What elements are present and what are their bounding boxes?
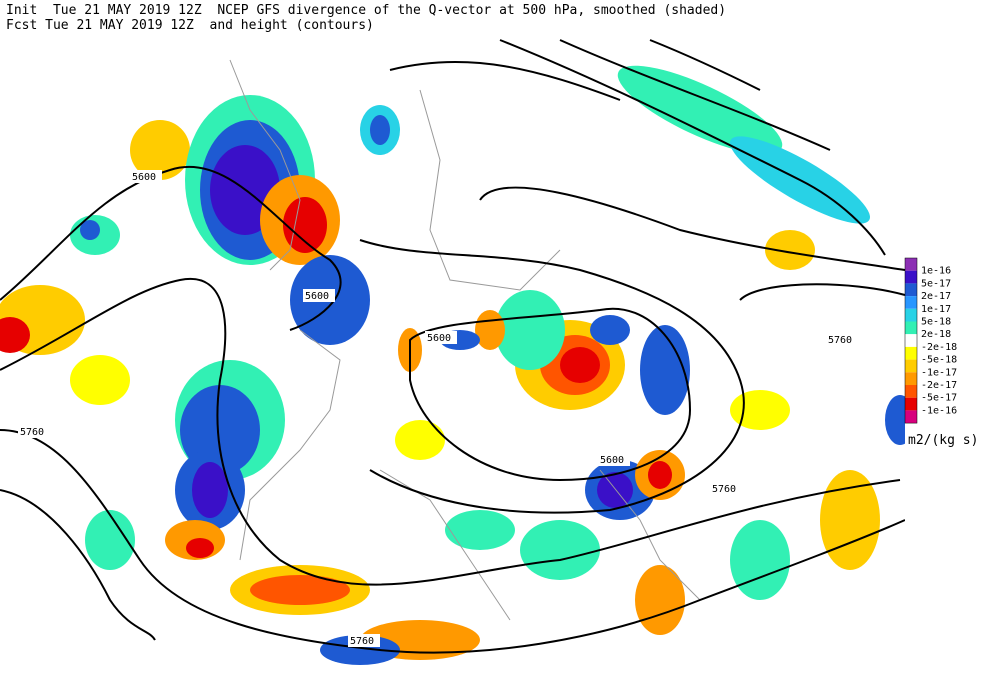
colorbar-label: 2e-17 <box>921 291 951 302</box>
contour-label: 5600 <box>305 291 329 302</box>
colorbar-label: 1e-16 <box>921 266 951 277</box>
colorbar-label: -2e-17 <box>921 380 957 391</box>
colorbar-swatch <box>905 346 917 360</box>
colorbar-swatch <box>905 296 917 309</box>
contour-label: 5600 <box>600 455 624 466</box>
header-line: Init Tue 21 MAY 2019 12Z NCEP GFS diverg… <box>6 3 726 18</box>
colorbar-label: 2e-18 <box>921 329 951 340</box>
contour-label: 5760 <box>350 636 374 647</box>
colorbar-swatch <box>905 321 917 335</box>
colorbar-unit: m2/(kg s) <box>908 433 978 448</box>
colorbar-swatch <box>905 258 917 271</box>
colorbar-label: 5e-17 <box>921 278 951 289</box>
colorbar-swatch <box>905 270 917 284</box>
colorbar-swatch <box>905 385 917 398</box>
colorbar-swatch <box>905 397 917 411</box>
colorbar-label: -1e-16 <box>921 405 957 416</box>
contour-label: 5760 <box>828 335 852 346</box>
colorbar-frame <box>904 257 918 424</box>
header-line: Fcst Tue 21 MAY 2019 12Z and height (con… <box>6 18 374 33</box>
colorbar-swatch <box>905 359 917 373</box>
shading <box>0 65 915 665</box>
colorbar-label: -5e-17 <box>921 393 957 404</box>
colorbar-label: -1e-17 <box>921 367 957 378</box>
colorbar-swatch <box>905 283 917 297</box>
contour-label: 5600 <box>427 333 451 344</box>
contour-labels: 5600 5600 5600 5600 5760 5760 5760 5760 <box>18 170 858 647</box>
colorbar-swatch <box>905 334 917 347</box>
colorbar-label: -5e-18 <box>921 355 957 366</box>
height-contours <box>0 39 906 654</box>
colorbar-label: 5e-18 <box>921 317 951 328</box>
coastlines <box>229 59 701 621</box>
contour-label: 5760 <box>20 427 44 438</box>
colorbar-swatch <box>905 372 917 385</box>
colorbar-label: 1e-17 <box>921 304 951 315</box>
colorbar-swatch <box>905 308 917 322</box>
colorbar-label: -2e-18 <box>921 342 957 353</box>
contour-label: 5600 <box>132 172 156 183</box>
colorbar-swatch <box>905 410 917 424</box>
contour-label: 5760 <box>712 484 736 495</box>
